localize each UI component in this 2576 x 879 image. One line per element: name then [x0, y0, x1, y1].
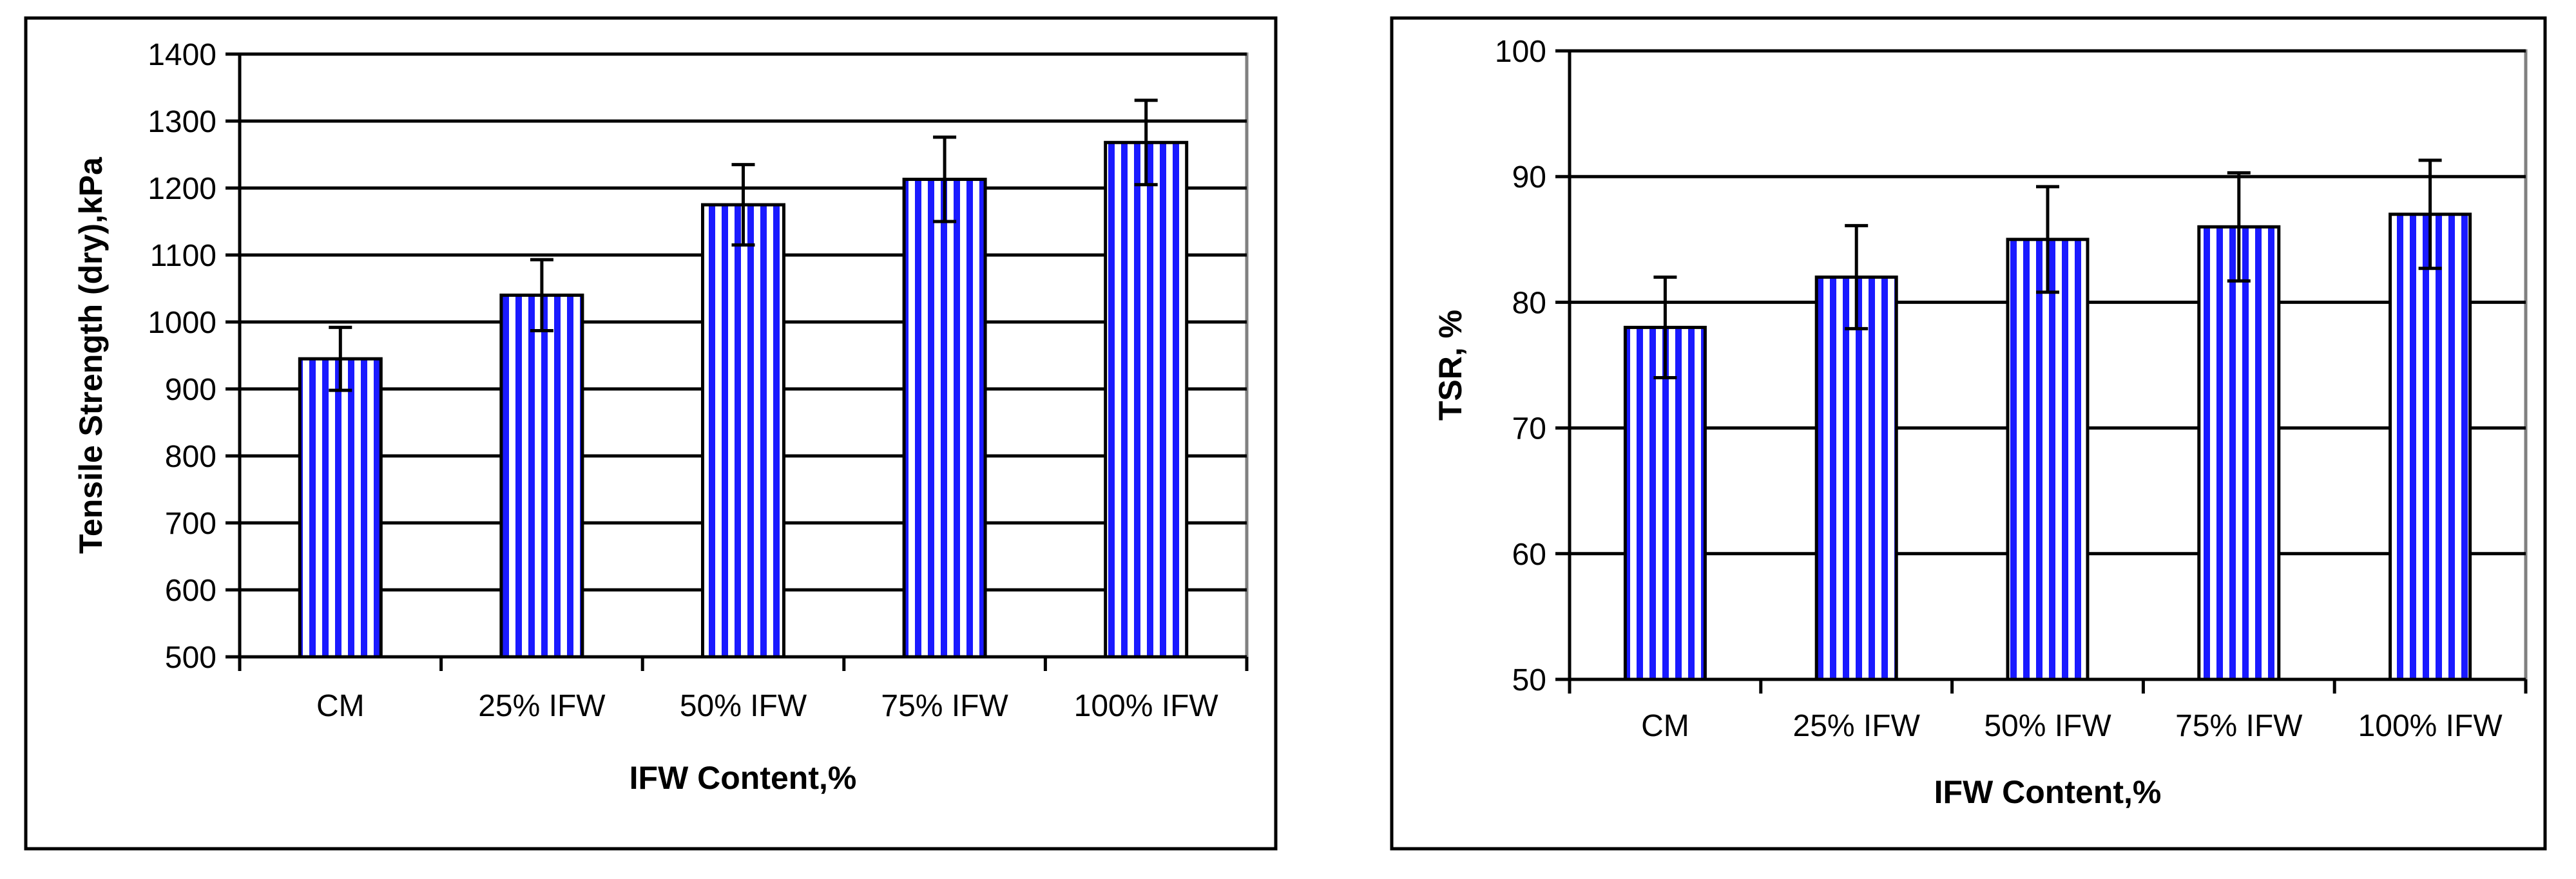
x-tick-label: CM	[1641, 709, 1689, 743]
bar	[2389, 213, 2472, 681]
chart-2-frame	[1390, 16, 2547, 851]
bar	[1104, 140, 1189, 659]
bar	[2197, 225, 2281, 681]
y-tick-label: 1200	[148, 172, 216, 206]
y-tick-label: 500	[165, 641, 216, 675]
chart-1-y-axis-title: Tensile Strength (dry),kPa	[73, 156, 109, 554]
chart-2-error-bars	[1653, 158, 2442, 380]
bar	[298, 357, 383, 659]
y-tick-label: 1100	[150, 239, 216, 273]
chart-2-axes	[1555, 49, 2528, 694]
chart-1-axes	[226, 52, 1249, 671]
x-tick-label: 50% IFW	[680, 689, 807, 723]
y-tick-label: 1400	[148, 38, 216, 72]
tensile-strength-chart: 500 600 700 800 900 1000 1100 1200 1300 1400 CM 25…	[24, 16, 1278, 851]
y-tick-label: 80	[1512, 286, 1546, 320]
y-tick-label: 60	[1512, 538, 1546, 572]
chart-1-error-bars	[329, 99, 1158, 392]
y-tick-label: 100	[1495, 35, 1546, 69]
chart-1-x-tick-labels: CM 25% IFW 50% IFW 75% IFW 100% IFW	[316, 689, 1218, 723]
y-tick-label: 90	[1512, 160, 1546, 194]
x-tick-label: 75% IFW	[2175, 709, 2303, 743]
x-tick-label: 50% IFW	[1984, 709, 2111, 743]
x-tick-label: 75% IFW	[881, 689, 1008, 723]
chart-2-x-axis-title: IFW Content,%	[1934, 774, 2162, 810]
y-tick-label: 700	[165, 507, 216, 541]
bar	[499, 293, 584, 659]
bar	[2006, 238, 2090, 681]
chart-2-x-tick-labels: CM 25% IFW 50% IFW 75% IFW 100% IFW	[1641, 709, 2503, 743]
y-tick-label: 900	[165, 373, 216, 407]
y-tick-label: 1000	[148, 306, 216, 340]
x-tick-label: 25% IFW	[478, 689, 606, 723]
chart-1-y-tick-labels: 500 600 700 800 900 1000 1100 1200 1300 1400	[148, 38, 216, 675]
x-tick-label: 100% IFW	[2358, 709, 2503, 743]
chart-1-x-axis-title: IFW Content,%	[630, 760, 857, 796]
bar	[1623, 325, 1707, 681]
bar	[902, 177, 987, 659]
tsr-chart: 50 60 70 80 90 100 CM 25% IFW 50% IFW 75% IFW 100…	[1390, 16, 2547, 851]
bar	[701, 203, 785, 659]
chart-1-frame	[24, 16, 1278, 851]
y-tick-label: 800	[165, 440, 216, 474]
y-tick-label: 600	[165, 574, 216, 608]
y-tick-label: 1300	[148, 105, 216, 139]
x-tick-label: 100% IFW	[1074, 689, 1219, 723]
y-tick-label: 50	[1512, 663, 1546, 697]
x-tick-label: 25% IFW	[1793, 709, 1921, 743]
bar	[1814, 275, 1898, 681]
x-tick-label: CM	[316, 689, 365, 723]
chart-2-y-tick-labels: 50 60 70 80 90 100	[1495, 35, 1546, 697]
chart-2-bars	[1623, 213, 2472, 681]
chart-2-y-axis-title: TSR, %	[1432, 310, 1468, 421]
y-tick-label: 70	[1512, 412, 1546, 446]
